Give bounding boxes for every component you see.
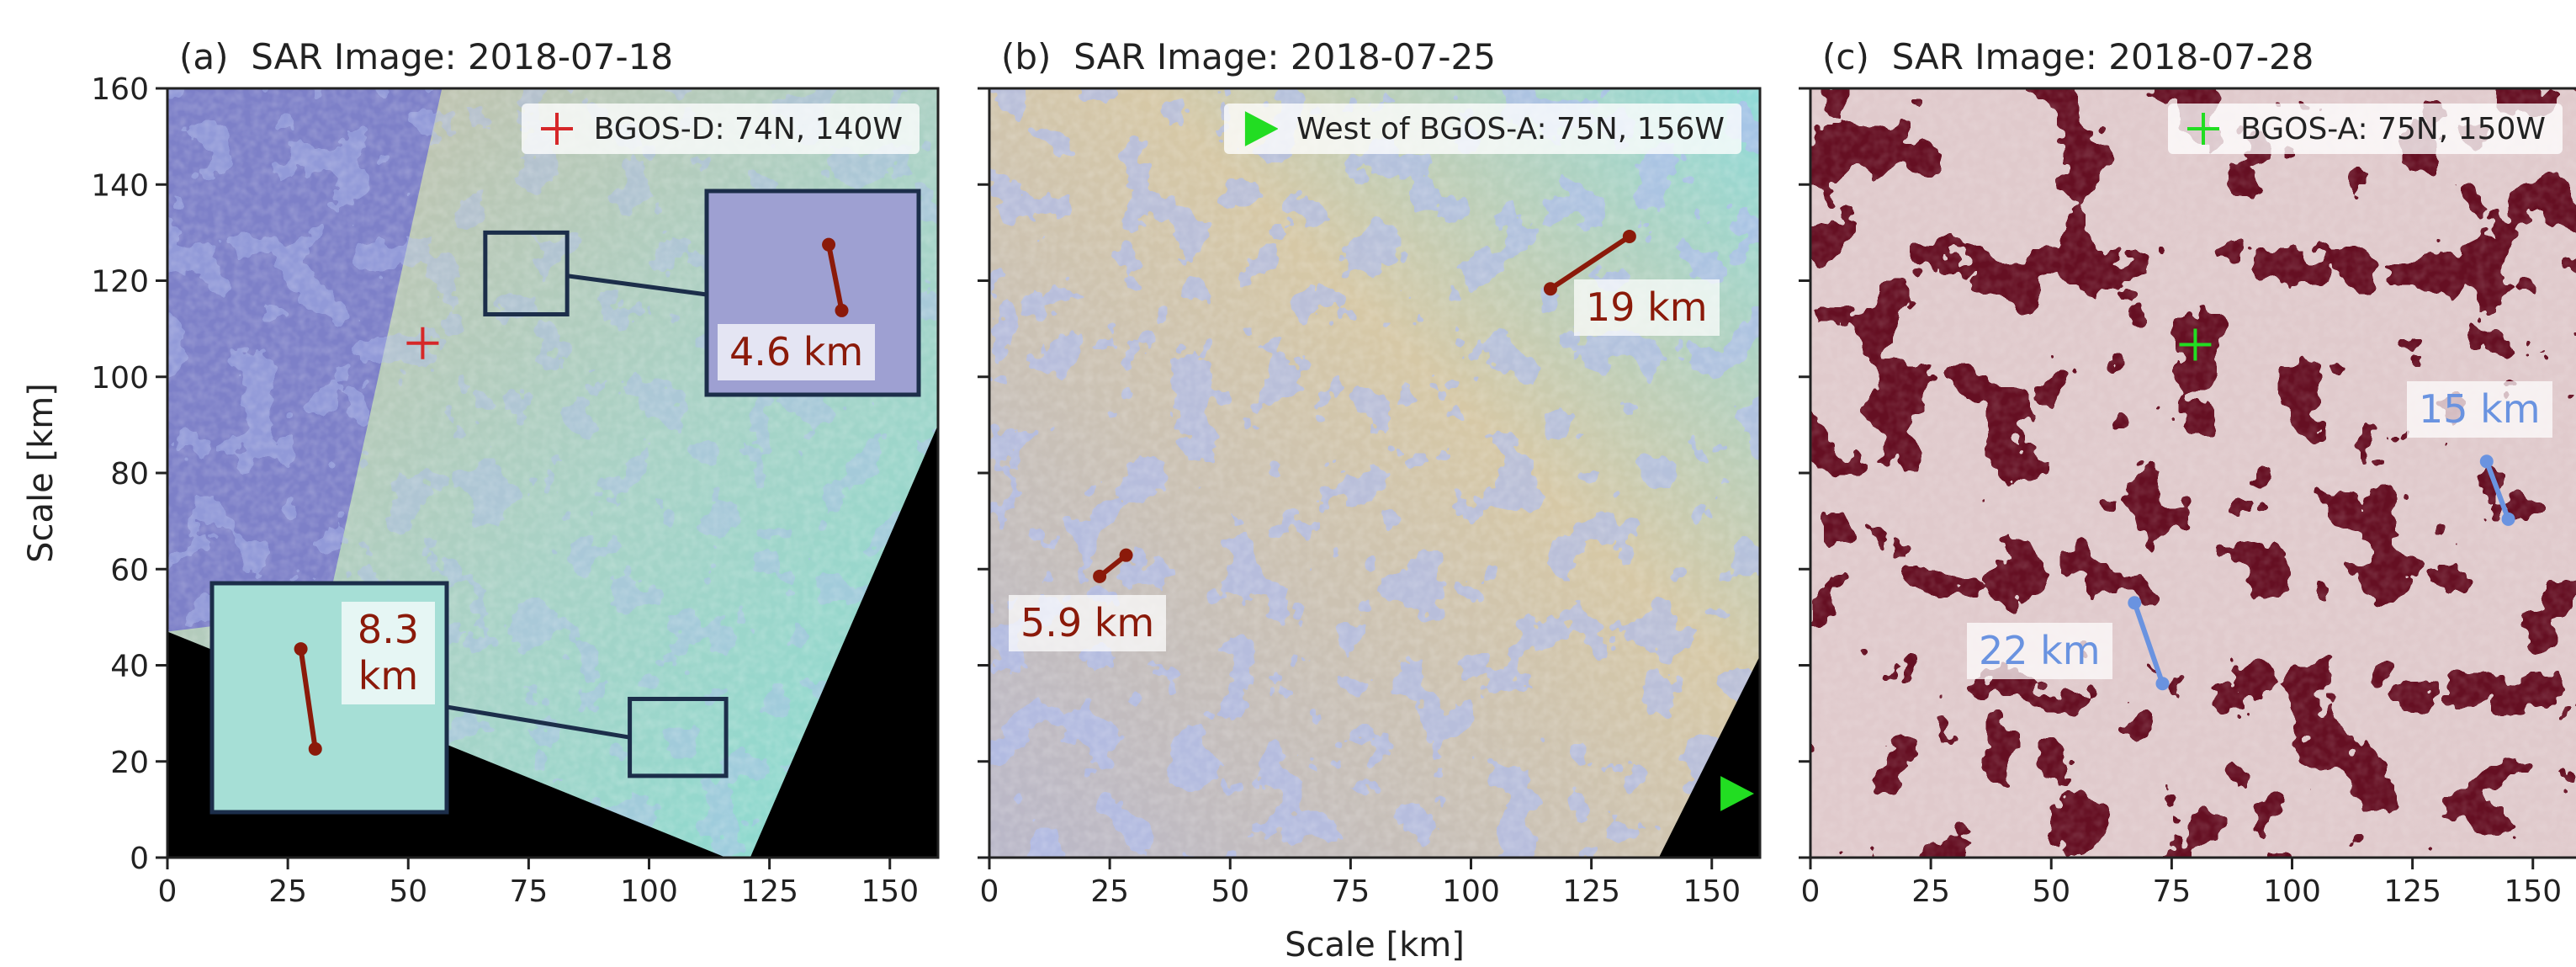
x-tick-label: 125 <box>2383 874 2441 909</box>
x-tick-label: 75 <box>509 874 548 909</box>
x-tick-label: 125 <box>740 874 798 909</box>
endpoint <box>309 742 322 756</box>
x-tick-label: 0 <box>1801 874 1821 909</box>
distance-label: 15 km <box>2407 381 2552 438</box>
location-marker <box>1245 111 1278 146</box>
x-tick-label: 0 <box>158 874 178 909</box>
page: 0 25 50 75 100 125 150 0 20 40 60 80 100 120 140 160 (a)… <box>0 0 2576 964</box>
x-tick-label: 150 <box>861 874 919 909</box>
x-tick-label: 75 <box>1331 874 1370 909</box>
y-tick-label: 40 <box>110 650 149 684</box>
image-panel <box>1810 88 2576 858</box>
x-tick-label: 100 <box>1442 874 1500 909</box>
legend-label: BGOS-A: 75N, 150W <box>2240 112 2546 146</box>
x-tick-label: 125 <box>1562 874 1620 909</box>
y-tick-label: 60 <box>110 553 149 587</box>
image-panel <box>167 88 938 858</box>
x-tick-label: 150 <box>1683 874 1741 909</box>
distance-label: 8.3 km <box>342 602 435 704</box>
endpoint <box>2480 454 2494 468</box>
legend-label: BGOS-D: 74N, 140W <box>594 112 903 146</box>
x-tick-label: 50 <box>2032 874 2070 909</box>
ice-texture <box>1810 88 2576 858</box>
distance-label: 4.6 km <box>718 324 875 380</box>
panel-title: (c) SAR Image: 2018-07-28 <box>1822 36 2314 77</box>
y-tick-label: 100 <box>91 361 149 396</box>
endpoint <box>1093 570 1106 583</box>
endpoint <box>2128 596 2141 609</box>
x-tick-label: 0 <box>980 874 999 909</box>
y-tick-label: 120 <box>91 265 149 300</box>
distance-label: 5.9 km <box>1009 595 1166 651</box>
legend-marker <box>2185 110 2222 147</box>
x-tick-label: 25 <box>268 874 307 909</box>
legend-label: West of BGOS-A: 75N, 156W <box>1296 112 1725 146</box>
distance-label: 22 km <box>1967 623 2112 679</box>
x-tick-label: 100 <box>2263 874 2321 909</box>
legend: BGOS-D: 74N, 140W <box>522 104 920 154</box>
endpoint <box>294 642 308 656</box>
legend: West of BGOS-A: 75N, 156W <box>1224 104 1741 154</box>
y-tick-label: 20 <box>110 746 149 780</box>
endpoint <box>835 304 849 317</box>
location-marker <box>541 113 573 145</box>
panel-title: (a) SAR Image: 2018-07-18 <box>179 36 673 77</box>
y-axis-label: Scale [km] <box>22 383 61 563</box>
panel-title: (b) SAR Image: 2018-07-25 <box>1001 36 1496 77</box>
x-tick-label: 25 <box>1911 874 1950 909</box>
legend: BGOS-A: 75N, 150W <box>2168 104 2563 154</box>
ice-texture <box>989 88 1760 858</box>
x-tick-label: 150 <box>2504 874 2562 909</box>
endpoint <box>1544 282 1557 295</box>
y-tick-label: 160 <box>91 72 149 107</box>
endpoint <box>822 238 835 252</box>
y-tick-label: 80 <box>110 457 149 491</box>
endpoint <box>1120 549 1133 562</box>
image-panel <box>989 88 1760 858</box>
location-marker <box>2187 113 2219 145</box>
y-tick-label: 140 <box>91 168 149 203</box>
x-tick-label: 50 <box>1211 874 1249 909</box>
x-tick-label: 100 <box>620 874 678 909</box>
x-axis-label: Scale [km] <box>1285 926 1465 964</box>
distance-label: 19 km <box>1574 279 1720 336</box>
legend-marker <box>538 110 575 147</box>
legend-marker <box>1241 110 1278 147</box>
endpoint <box>2155 677 2169 690</box>
endpoint <box>2502 513 2515 526</box>
x-tick-label: 75 <box>2152 874 2191 909</box>
x-tick-label: 25 <box>1090 874 1129 909</box>
x-tick-label: 50 <box>389 874 427 909</box>
endpoint <box>1623 230 1636 243</box>
y-tick-label: 0 <box>130 842 149 876</box>
